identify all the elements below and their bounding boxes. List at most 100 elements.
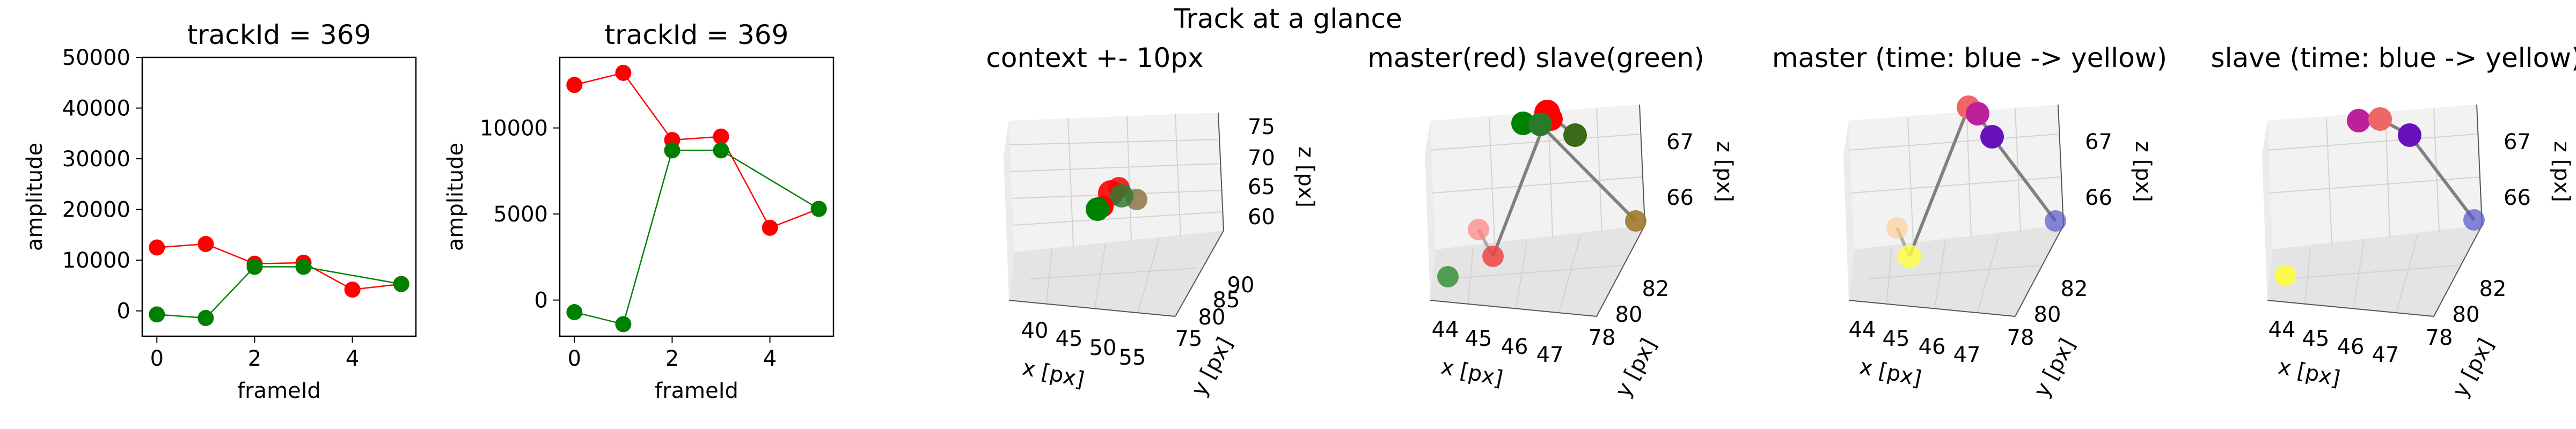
y-axis-line xyxy=(2015,225,2064,317)
data-point xyxy=(1110,184,1133,208)
plot-frame xyxy=(559,56,835,337)
x-axis-line xyxy=(2267,300,2434,317)
data-point xyxy=(1898,245,1921,268)
data-point xyxy=(1980,125,2004,149)
x-tick-label: 0 xyxy=(568,346,581,371)
data-point xyxy=(149,239,165,256)
tick-label: 47 xyxy=(1536,343,1564,367)
z-axis-label: z [px] xyxy=(1712,141,1737,202)
y-axis-line xyxy=(2433,225,2483,317)
data-point xyxy=(1468,219,1489,240)
x-ticks: 40 45 50 55 xyxy=(1021,319,1146,370)
data-point xyxy=(1482,246,1504,267)
y-tick-label: 10000 xyxy=(480,116,548,141)
y-ticks: 0 10000 20000 30000 40000 50000 xyxy=(62,46,142,324)
tick-label: 66 xyxy=(2504,186,2531,210)
tick-label: 45 xyxy=(1883,327,1910,351)
y-tick-label: 5000 xyxy=(493,202,548,227)
y-ticks: 78 80 82 xyxy=(2426,277,2507,350)
x-ticks: 44 45 46 47 xyxy=(2268,317,2399,367)
x-tick-label: 0 xyxy=(150,346,164,371)
tick-label: 78 xyxy=(1589,326,1616,350)
y-tick-label: 0 xyxy=(535,289,548,313)
data-point xyxy=(2398,123,2421,147)
data-point xyxy=(2045,210,2066,232)
data-point xyxy=(1528,113,1552,136)
chart-title: master(red) slave(green) xyxy=(1367,42,1704,73)
chart-amplitude-1: trackId = 369 0 2 4 0 10000 20000 30000 40000 5… xyxy=(23,19,417,403)
tick-label: 85 xyxy=(1213,288,1240,313)
tick-label: 45 xyxy=(2302,327,2330,351)
tick-label: 65 xyxy=(1248,175,1275,199)
y-tick-label: 40000 xyxy=(62,97,130,121)
y-tick-label: 50000 xyxy=(62,46,130,70)
x-ticks: 0 2 4 xyxy=(568,336,777,371)
tick-label: 78 xyxy=(2007,326,2035,350)
tick-label: 66 xyxy=(2085,186,2112,210)
data-point xyxy=(664,142,680,159)
plot-frame xyxy=(141,56,417,337)
tick-label: 60 xyxy=(1248,205,1275,230)
y-axis-line xyxy=(1596,225,1645,317)
tick-label: 80 xyxy=(2034,302,2061,327)
tick-label: 67 xyxy=(1666,130,1694,154)
data-point xyxy=(2368,107,2392,131)
data-point xyxy=(566,304,583,321)
data-point xyxy=(295,258,312,275)
y-axis-line xyxy=(1175,230,1224,317)
z-ticks: 67 66 xyxy=(2085,130,2112,210)
z-ticks: 75 70 65 60 xyxy=(1248,115,1275,230)
left-pane xyxy=(1843,121,1854,300)
tick-label: 82 xyxy=(1642,277,1670,301)
data-point xyxy=(713,142,729,159)
left-pane xyxy=(1004,121,1014,300)
series-layer xyxy=(149,235,409,326)
tick-label: 45 xyxy=(1056,327,1083,351)
x-tick-label: 2 xyxy=(248,346,261,371)
data-point xyxy=(197,309,214,326)
data-point xyxy=(1625,210,1646,232)
x-ticks: 44 45 46 47 xyxy=(1849,317,1981,367)
tick-label: 47 xyxy=(1953,343,1981,367)
back-pane xyxy=(2267,105,2482,249)
figure-suptitle: Track at a glance xyxy=(1173,3,1402,34)
tick-label: 40 xyxy=(1021,319,1049,343)
chart-title: slave (time: blue -> yellow) xyxy=(2211,42,2576,73)
tick-label: 75 xyxy=(1248,115,1275,139)
y-ticks: 0 5000 10000 xyxy=(480,116,560,313)
data-point xyxy=(1563,123,1587,147)
chart-title: trackId = 369 xyxy=(187,19,371,50)
tick-label: 45 xyxy=(1465,327,1492,351)
y-ticks: 75 80 85 90 xyxy=(1175,273,1255,351)
grid-lines xyxy=(1430,108,1643,313)
series-line xyxy=(157,243,401,291)
series-layer xyxy=(566,64,827,332)
y-tick-label: 10000 xyxy=(62,248,130,273)
data-point xyxy=(762,219,778,236)
y-ticks: 78 80 82 xyxy=(1589,277,1670,350)
data-point xyxy=(566,77,583,93)
data-point xyxy=(2463,209,2485,231)
tick-label: 44 xyxy=(1432,317,1459,342)
z-axis-line xyxy=(1218,112,1224,231)
data-point xyxy=(713,128,729,145)
x-tick-label: 4 xyxy=(346,346,359,371)
tick-label: 80 xyxy=(1615,302,1643,327)
z-ticks: 67 66 xyxy=(2504,130,2531,210)
tick-label: 46 xyxy=(1919,335,1946,359)
z-axis-label: z [px] xyxy=(1293,146,1318,208)
data-point xyxy=(393,276,409,292)
tick-label: 78 xyxy=(2426,326,2453,350)
tick-label: 82 xyxy=(2479,277,2507,301)
x-ticks: 44 45 46 47 xyxy=(1432,317,1564,367)
z-axis-line xyxy=(2476,104,2483,226)
data-point xyxy=(344,282,361,298)
grid-lines xyxy=(1848,108,2061,313)
tick-label: 90 xyxy=(1227,273,1255,298)
tick-label: 75 xyxy=(1175,327,1203,351)
data-point xyxy=(615,64,632,81)
tick-label: 82 xyxy=(2061,277,2088,301)
chart-3d-context: context +- 10px 40 xyxy=(986,42,1318,400)
tick-label: 55 xyxy=(1119,345,1146,370)
grid-lines xyxy=(2267,108,2480,313)
